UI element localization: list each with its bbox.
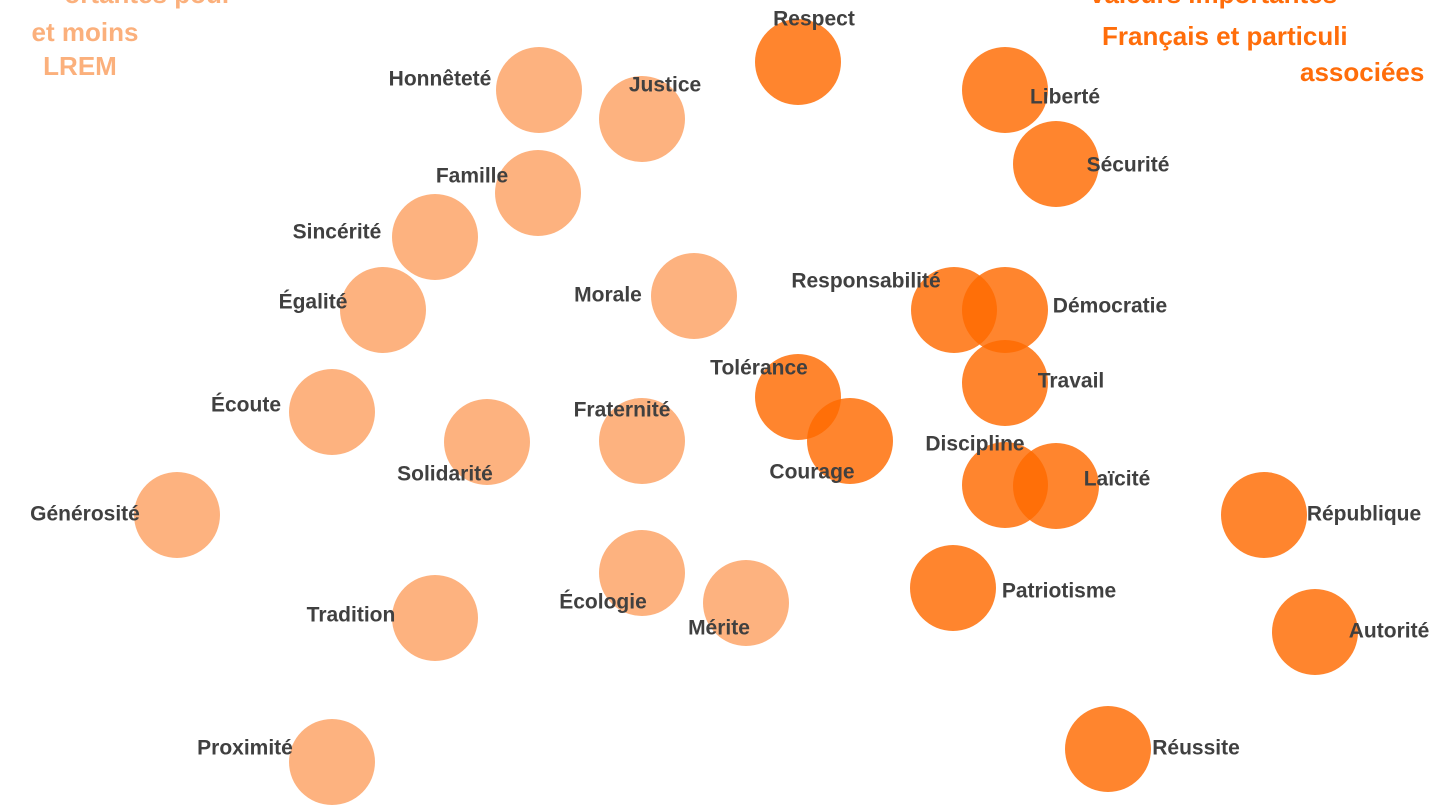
bubble bbox=[496, 47, 582, 133]
bubble bbox=[599, 398, 685, 484]
bubble bbox=[962, 340, 1048, 426]
right-title-line: valeurs importantes bbox=[1090, 0, 1337, 9]
word-label: Discipline bbox=[925, 433, 1024, 456]
bubble bbox=[340, 267, 426, 353]
left-title-line: ortantes pour bbox=[64, 0, 232, 9]
bubble bbox=[495, 150, 581, 236]
word-label: Respect bbox=[773, 8, 855, 31]
left-title-line: LREM bbox=[43, 51, 117, 81]
word-label: Démocratie bbox=[1053, 295, 1167, 318]
bubble bbox=[755, 19, 841, 105]
word-label: Solidarité bbox=[397, 463, 493, 486]
word-label: Égalité bbox=[279, 291, 348, 314]
word-label: Écoute bbox=[211, 394, 281, 417]
word-label: Sécurité bbox=[1087, 154, 1170, 177]
bubble bbox=[392, 194, 478, 280]
left-title-line: et moins bbox=[32, 17, 139, 47]
word-label: Laïcité bbox=[1084, 468, 1151, 491]
word-label: Réussite bbox=[1152, 737, 1240, 760]
bubble bbox=[599, 530, 685, 616]
word-label: Fraternité bbox=[574, 399, 671, 422]
bubble bbox=[1013, 121, 1099, 207]
bubble bbox=[1221, 472, 1307, 558]
word-label: Famille bbox=[436, 165, 508, 188]
word-label: Sincérité bbox=[293, 221, 382, 244]
right-title-line: Français et particuli bbox=[1102, 21, 1348, 51]
bubble bbox=[962, 47, 1048, 133]
word-label: République bbox=[1307, 503, 1421, 526]
word-label: Autorité bbox=[1349, 620, 1430, 643]
bubble bbox=[289, 719, 375, 805]
right-title-line: associées bbox=[1300, 57, 1424, 87]
word-label: Justice bbox=[629, 74, 701, 97]
word-label: Tradition bbox=[307, 604, 396, 627]
word-label: Honnêteté bbox=[389, 68, 492, 91]
word-label: Responsabilité bbox=[791, 270, 940, 293]
bubble bbox=[392, 575, 478, 661]
bubble bbox=[703, 560, 789, 646]
bubble bbox=[807, 398, 893, 484]
word-label: Tolérance bbox=[710, 357, 808, 380]
bubble bbox=[599, 76, 685, 162]
bubble bbox=[134, 472, 220, 558]
word-label: Proximité bbox=[197, 737, 293, 760]
bubble bbox=[289, 369, 375, 455]
word-label: Morale bbox=[574, 284, 642, 307]
bubble bbox=[651, 253, 737, 339]
word-label: Générosité bbox=[30, 503, 140, 526]
word-label: Écologie bbox=[559, 591, 647, 614]
bubble bbox=[1013, 443, 1099, 529]
bubble bbox=[910, 545, 996, 631]
bubble bbox=[1272, 589, 1358, 675]
word-label: Travail bbox=[1038, 370, 1105, 393]
bubble bbox=[962, 267, 1048, 353]
word-label: Courage bbox=[769, 461, 854, 484]
bubble bbox=[1065, 706, 1151, 792]
bubble bbox=[444, 399, 530, 485]
word-label: Patriotisme bbox=[1002, 580, 1116, 603]
word-label: Liberté bbox=[1030, 86, 1100, 109]
word-label: Mérite bbox=[688, 617, 750, 640]
